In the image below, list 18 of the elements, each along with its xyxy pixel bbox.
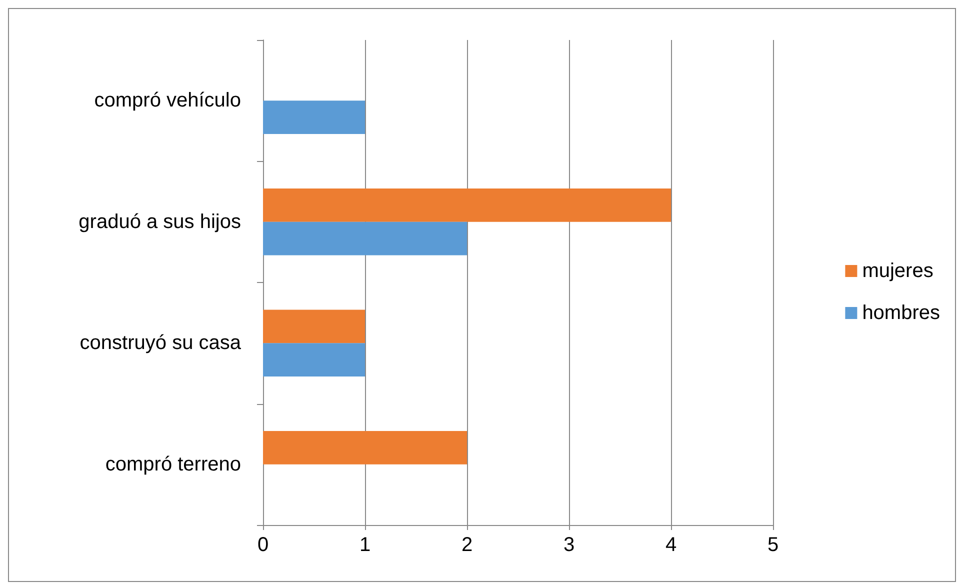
x-tick-label: 3 [563,534,575,556]
x-tick-label: 1 [359,534,371,556]
x-tick-label: 4 [665,534,677,556]
x-tick-label: 5 [767,534,779,556]
x-tick-label: 0 [257,534,269,556]
bar [263,188,671,222]
x-tick-label: 2 [461,534,473,556]
y-tick-label: compró vehículo [94,90,241,112]
bar [263,343,365,376]
bar [263,100,365,134]
bar [263,222,467,256]
y-tick-label: construyó su casa [80,332,242,354]
bar [263,310,365,344]
y-tick-label: graduó a sus hijos [78,210,241,233]
legend-label: mujeres [862,260,934,282]
legend-label: hombres [862,302,940,324]
y-tick-label: compró terreno [105,453,241,476]
bar [263,431,467,464]
